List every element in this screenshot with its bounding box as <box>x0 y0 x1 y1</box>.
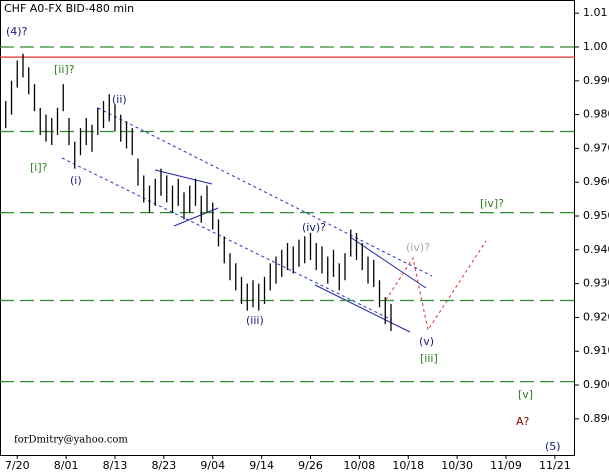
x-tick-label: 9/26 <box>298 459 323 472</box>
wave-label: [ii]? <box>54 63 75 76</box>
wedge-line <box>173 207 219 227</box>
wave-label: (ii) <box>112 93 127 106</box>
y-tick-label: 0.900 <box>583 378 609 391</box>
x-tick-label: 10/08 <box>344 459 376 472</box>
y-tick-label: 0.940 <box>583 243 609 256</box>
x-tick-label: 8/23 <box>152 459 177 472</box>
x-tick-label: 11/21 <box>539 459 571 472</box>
y-tick-label: 0.980 <box>583 108 609 121</box>
wedge-line <box>314 284 411 333</box>
x-tick-label: 10/18 <box>392 459 424 472</box>
projection <box>385 240 487 332</box>
y-tick-label: 0.960 <box>583 175 609 188</box>
x-tick-label: 8/13 <box>103 459 128 472</box>
wave-label: (iii) <box>246 314 264 327</box>
wedge-line <box>154 169 213 185</box>
y-tick-label: 0.890 <box>583 412 609 425</box>
channel-lower <box>61 157 393 321</box>
chart-title: CHF A0-FX BID-480 min <box>4 2 134 15</box>
y-tick-label: 0.990 <box>583 74 609 87</box>
wave-label: (5) <box>545 440 561 453</box>
x-tick-label: 10/30 <box>441 459 473 472</box>
x-tick-label: 11/09 <box>490 459 522 472</box>
wave-label: (i) <box>70 174 82 187</box>
x-tick-label: 9/04 <box>200 459 225 472</box>
wave-label: [iv]? <box>480 197 504 210</box>
y-tick-label: 0.950 <box>583 209 609 222</box>
wave-label: (4)? <box>6 25 28 38</box>
y-tick-label: 0.930 <box>583 277 609 290</box>
y-tick-label: 0.910 <box>583 344 609 357</box>
wave-label: (iv)? <box>302 221 326 234</box>
x-tick-label: 9/14 <box>249 459 274 472</box>
wave-label: [i]? <box>30 161 48 174</box>
y-tick-label: 1.01 <box>583 6 608 19</box>
wave-label: [v] <box>518 388 533 401</box>
channel-upper <box>97 107 433 277</box>
watermark: forDmitry@yahoo.com <box>14 435 128 446</box>
y-tick-label: 0.920 <box>583 310 609 323</box>
plot-frame <box>0 0 575 456</box>
x-tick-label: 7/20 <box>5 459 30 472</box>
y-tick-label: 1.00 <box>583 40 608 53</box>
wave-label: A? <box>516 415 530 428</box>
wave-label: [iii] <box>420 352 438 365</box>
y-tick-label: 0.970 <box>583 141 609 154</box>
channel-lines <box>61 107 487 333</box>
wave-label: (iv)? <box>406 241 430 254</box>
x-tick-label: 8/01 <box>54 459 79 472</box>
wave-label: (v) <box>419 335 434 348</box>
